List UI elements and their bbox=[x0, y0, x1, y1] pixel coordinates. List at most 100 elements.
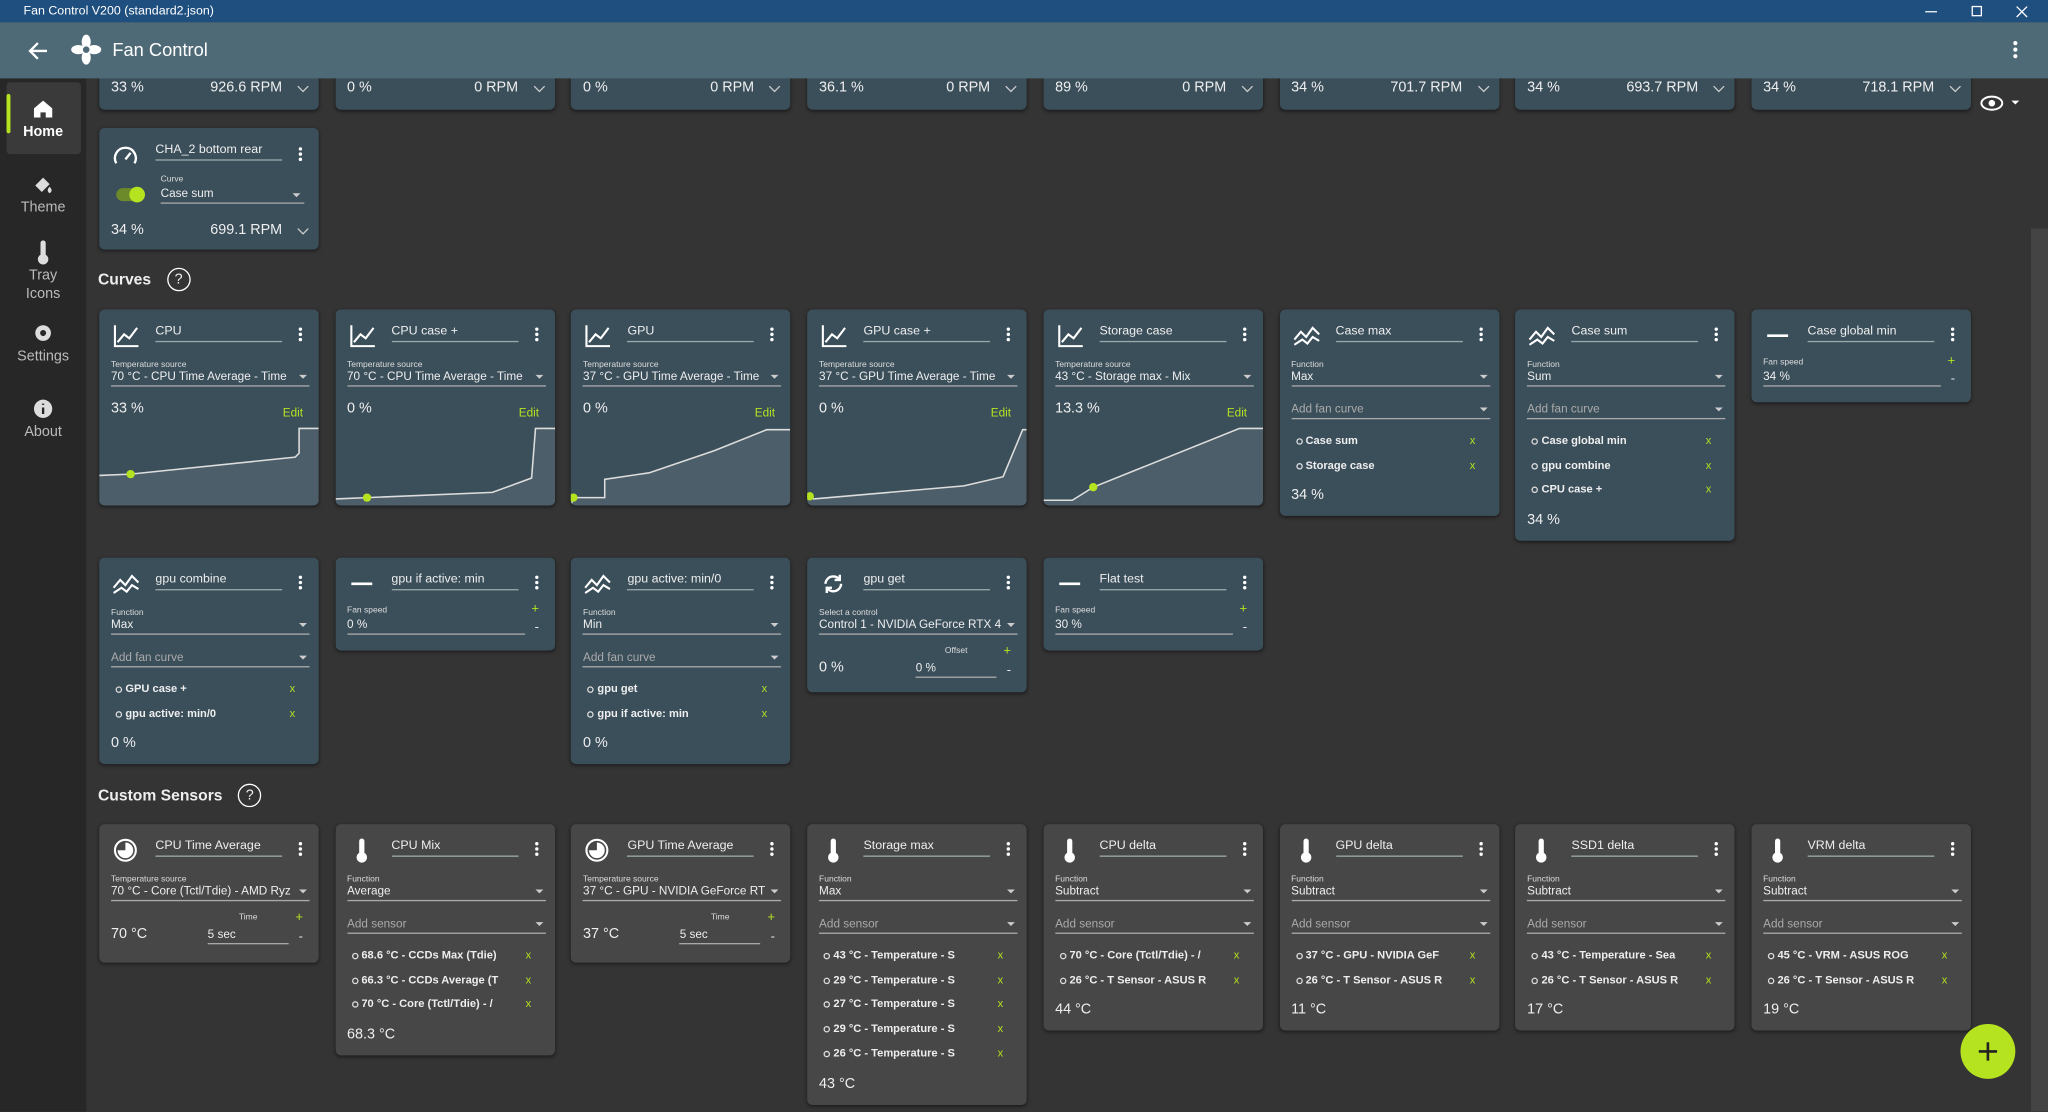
card-menu[interactable] bbox=[1713, 327, 1721, 343]
fan-expand[interactable] bbox=[297, 85, 309, 93]
increase[interactable]: + bbox=[531, 602, 540, 617]
nav-item[interactable]: About bbox=[8, 384, 79, 441]
remove-item[interactable]: x bbox=[997, 948, 1004, 962]
window-controls[interactable] bbox=[1923, 4, 2041, 20]
remove-item[interactable]: x bbox=[1469, 972, 1476, 986]
edit-button[interactable]: Edit bbox=[282, 406, 304, 420]
add-field[interactable]: Add sensor bbox=[1527, 917, 1726, 934]
field-value[interactable]: 70 °C - CPU Time Average - Time bbox=[347, 370, 546, 387]
nav-item[interactable]: Home bbox=[8, 84, 79, 141]
card-menu[interactable] bbox=[296, 327, 304, 343]
remove-item[interactable]: x bbox=[525, 997, 532, 1011]
field-value[interactable]: Subtract bbox=[1055, 884, 1254, 902]
sub-value[interactable]: 0 % bbox=[915, 661, 997, 678]
field-value[interactable]: 30 % bbox=[1055, 618, 1233, 635]
card-menu[interactable] bbox=[532, 327, 540, 343]
remove-item[interactable]: x bbox=[1705, 948, 1712, 962]
edit-button[interactable]: Edit bbox=[754, 406, 776, 420]
scrollbar[interactable] bbox=[2031, 228, 2048, 1112]
field-value[interactable]: Max bbox=[1291, 370, 1490, 387]
card-menu[interactable] bbox=[1713, 841, 1721, 857]
fan-expand[interactable] bbox=[1477, 85, 1489, 93]
remove-item[interactable]: x bbox=[1941, 948, 1948, 962]
remove-item[interactable]: x bbox=[1705, 482, 1712, 496]
card-menu[interactable] bbox=[1477, 841, 1485, 857]
help-button[interactable]: ? bbox=[166, 267, 191, 292]
field-value[interactable]: Control 1 - NVIDIA GeForce RTX 4 bbox=[819, 618, 1018, 635]
add-field[interactable]: Add fan curve bbox=[583, 650, 782, 668]
decrease[interactable]: - bbox=[298, 929, 304, 945]
field-value[interactable]: 37 °C - GPU - NVIDIA GeForce RT bbox=[583, 884, 782, 902]
control-toggle[interactable] bbox=[115, 185, 149, 203]
remove-item[interactable]: x bbox=[1233, 972, 1240, 986]
field-value[interactable]: Sum bbox=[1527, 370, 1726, 387]
control-curve[interactable]: Case sum bbox=[160, 187, 305, 204]
fan-expand[interactable] bbox=[1005, 85, 1017, 93]
fan-expand[interactable] bbox=[1949, 85, 1961, 93]
remove-item[interactable]: x bbox=[1705, 458, 1712, 472]
field-value[interactable]: Max bbox=[819, 884, 1018, 902]
remove-item[interactable]: x bbox=[289, 681, 296, 695]
edit-button[interactable]: Edit bbox=[1226, 406, 1248, 420]
card-menu[interactable] bbox=[1949, 327, 1957, 343]
field-value[interactable]: Min bbox=[583, 618, 782, 635]
add-field[interactable]: Add sensor bbox=[1055, 917, 1254, 934]
remove-item[interactable]: x bbox=[1705, 433, 1712, 447]
card-menu[interactable] bbox=[296, 146, 304, 162]
nav-item[interactable]: Settings bbox=[8, 308, 79, 365]
increase[interactable]: + bbox=[1239, 602, 1248, 617]
increase[interactable]: + bbox=[1947, 353, 1956, 369]
card-menu[interactable] bbox=[1241, 575, 1249, 591]
fan-expand[interactable] bbox=[1713, 85, 1725, 93]
card-menu[interactable] bbox=[1005, 841, 1013, 857]
remove-item[interactable]: x bbox=[525, 972, 532, 986]
remove-item[interactable]: x bbox=[761, 706, 768, 720]
nav-item[interactable]: Theme bbox=[8, 159, 79, 216]
decrease[interactable]: - bbox=[1006, 663, 1012, 678]
field-value[interactable]: Subtract bbox=[1527, 884, 1726, 902]
remove-item[interactable]: x bbox=[1469, 948, 1476, 962]
increase[interactable]: + bbox=[767, 910, 776, 925]
card-menu[interactable] bbox=[1477, 327, 1485, 343]
card-menu[interactable] bbox=[1949, 841, 1957, 857]
add-field[interactable]: Add sensor bbox=[1763, 917, 1962, 934]
remove-item[interactable]: x bbox=[289, 706, 296, 720]
remove-item[interactable]: x bbox=[1469, 458, 1476, 472]
edit-button[interactable]: Edit bbox=[518, 406, 540, 420]
add-field[interactable]: Add fan curve bbox=[1527, 402, 1726, 420]
card-menu[interactable] bbox=[296, 575, 304, 591]
field-value[interactable]: Average bbox=[347, 884, 546, 902]
back-button[interactable] bbox=[26, 39, 50, 63]
decrease[interactable]: - bbox=[1242, 620, 1248, 635]
sub-value[interactable]: 5 sec bbox=[207, 927, 289, 945]
card-menu[interactable] bbox=[532, 841, 540, 857]
add-field[interactable]: Add fan curve bbox=[1291, 402, 1490, 420]
control-expand[interactable] bbox=[297, 228, 309, 236]
remove-item[interactable]: x bbox=[997, 1021, 1004, 1035]
remove-item[interactable]: x bbox=[997, 1045, 1004, 1059]
add-field[interactable]: Add fan curve bbox=[111, 650, 310, 668]
fan-expand[interactable] bbox=[1241, 85, 1253, 93]
remove-item[interactable]: x bbox=[525, 948, 532, 962]
increase[interactable]: + bbox=[1003, 643, 1012, 659]
add-field[interactable]: Add sensor bbox=[347, 917, 546, 934]
add-button[interactable] bbox=[1959, 1023, 2016, 1080]
field-value[interactable]: 37 °C - GPU Time Average - Time bbox=[819, 370, 1018, 387]
field-value[interactable]: Max bbox=[111, 618, 310, 635]
card-menu[interactable] bbox=[769, 327, 777, 343]
field-value[interactable]: Subtract bbox=[1763, 884, 1962, 902]
remove-item[interactable]: x bbox=[761, 681, 768, 695]
field-value[interactable]: 34 % bbox=[1763, 370, 1941, 387]
decrease[interactable]: - bbox=[770, 929, 776, 945]
card-menu[interactable] bbox=[1241, 327, 1249, 343]
remove-item[interactable]: x bbox=[1705, 972, 1712, 986]
card-menu[interactable] bbox=[296, 841, 304, 857]
fan-expand[interactable] bbox=[533, 85, 545, 93]
remove-item[interactable]: x bbox=[1233, 948, 1240, 962]
card-menu[interactable] bbox=[1241, 841, 1249, 857]
remove-item[interactable]: x bbox=[1941, 972, 1948, 986]
remove-item[interactable]: x bbox=[1469, 433, 1476, 447]
nav-item[interactable]: Tray Icons bbox=[8, 227, 79, 303]
remove-item[interactable]: x bbox=[997, 972, 1004, 986]
fan-expand[interactable] bbox=[769, 85, 781, 93]
